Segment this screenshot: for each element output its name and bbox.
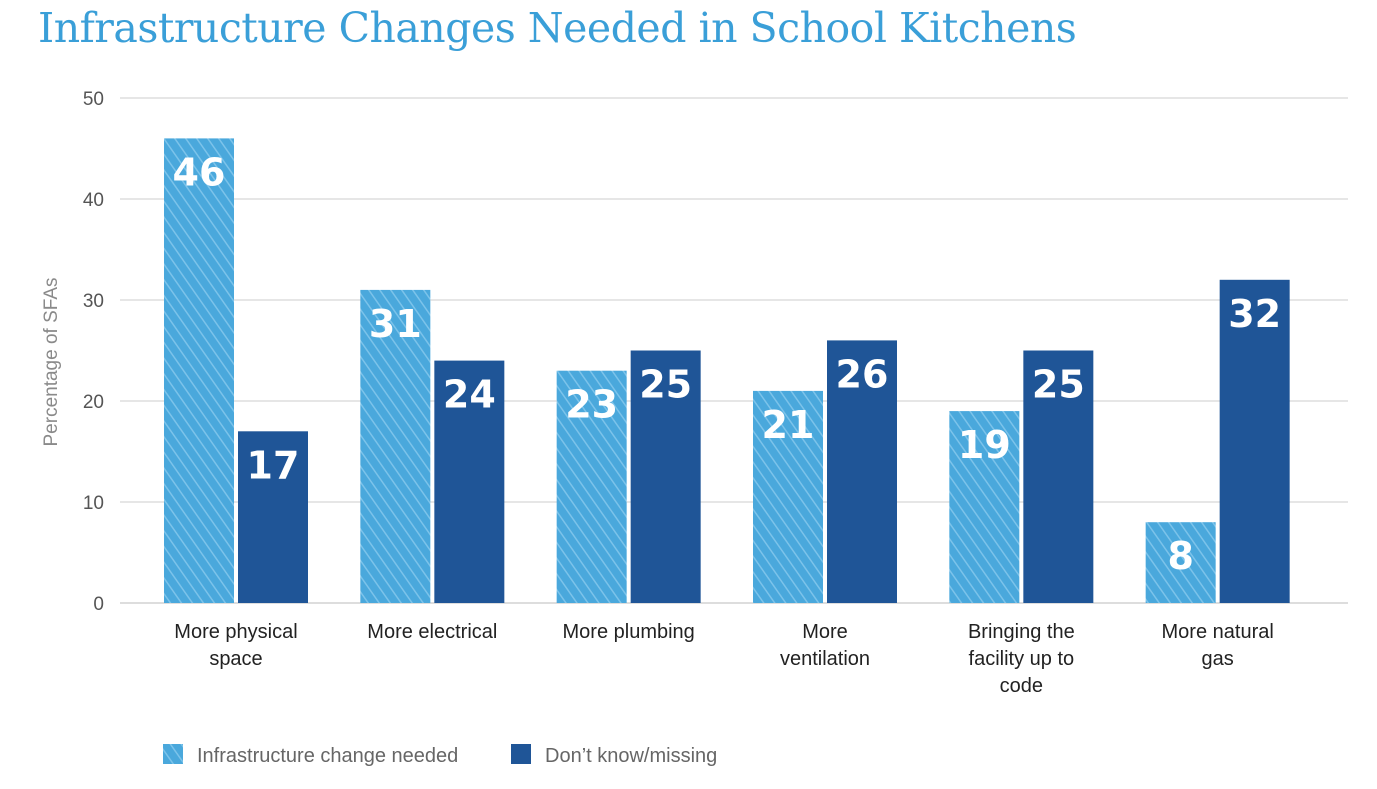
legend-label: Don’t know/missing	[545, 745, 717, 767]
y-axis-title: Percentage of SFAs	[41, 278, 62, 447]
y-tick-label: 40	[83, 190, 104, 211]
x-category-label: More physical space	[174, 621, 297, 670]
chart-title: Infrastructure Changes Needed in School …	[38, 4, 1077, 52]
y-tick-label: 20	[83, 392, 104, 413]
bar-infrastructure-change	[753, 390, 823, 603]
bar-infrastructure-change	[164, 138, 234, 603]
data-label: 8	[1167, 534, 1193, 578]
bar-dont-know	[827, 340, 897, 603]
bar-infrastructure-change	[556, 370, 627, 603]
data-label: 24	[443, 373, 496, 417]
data-label: 25	[1032, 363, 1085, 407]
data-label: 23	[565, 383, 618, 427]
data-label: 32	[1228, 292, 1281, 336]
legend-label: Infrastructure change needed	[197, 745, 458, 767]
data-label: 46	[173, 150, 226, 194]
bar-infrastructure-change	[949, 411, 1020, 603]
data-label: 26	[836, 352, 889, 396]
bar-dont-know	[1023, 350, 1094, 603]
x-category-label: More ventilation	[780, 621, 870, 670]
bar-dont-know	[238, 431, 308, 603]
y-tick-label: 30	[83, 291, 104, 312]
bar-infrastructure-change	[360, 289, 431, 603]
data-label: 25	[639, 363, 692, 407]
bar-dont-know	[630, 350, 701, 603]
x-category-label: More plumbing	[563, 621, 695, 643]
y-tick-label: 50	[83, 89, 104, 110]
bar-dont-know	[434, 360, 505, 603]
legend-swatch	[511, 744, 531, 764]
data-label: 31	[369, 302, 422, 346]
data-label: 17	[247, 443, 300, 487]
legend: Infrastructure change needed Don’t know/m…	[163, 744, 717, 767]
y-tick-label: 0	[93, 594, 104, 615]
data-label: 19	[958, 423, 1011, 467]
x-category-label: More electrical	[367, 621, 497, 643]
data-label: 21	[762, 403, 815, 447]
y-tick-label: 10	[83, 493, 104, 514]
bar-infrastructure-change	[1145, 522, 1216, 603]
legend-swatch	[163, 744, 183, 764]
x-category-label: More natural gas	[1162, 621, 1274, 670]
bar-dont-know	[1219, 279, 1290, 603]
x-category-label: Bringing the facility up to code	[968, 621, 1075, 697]
